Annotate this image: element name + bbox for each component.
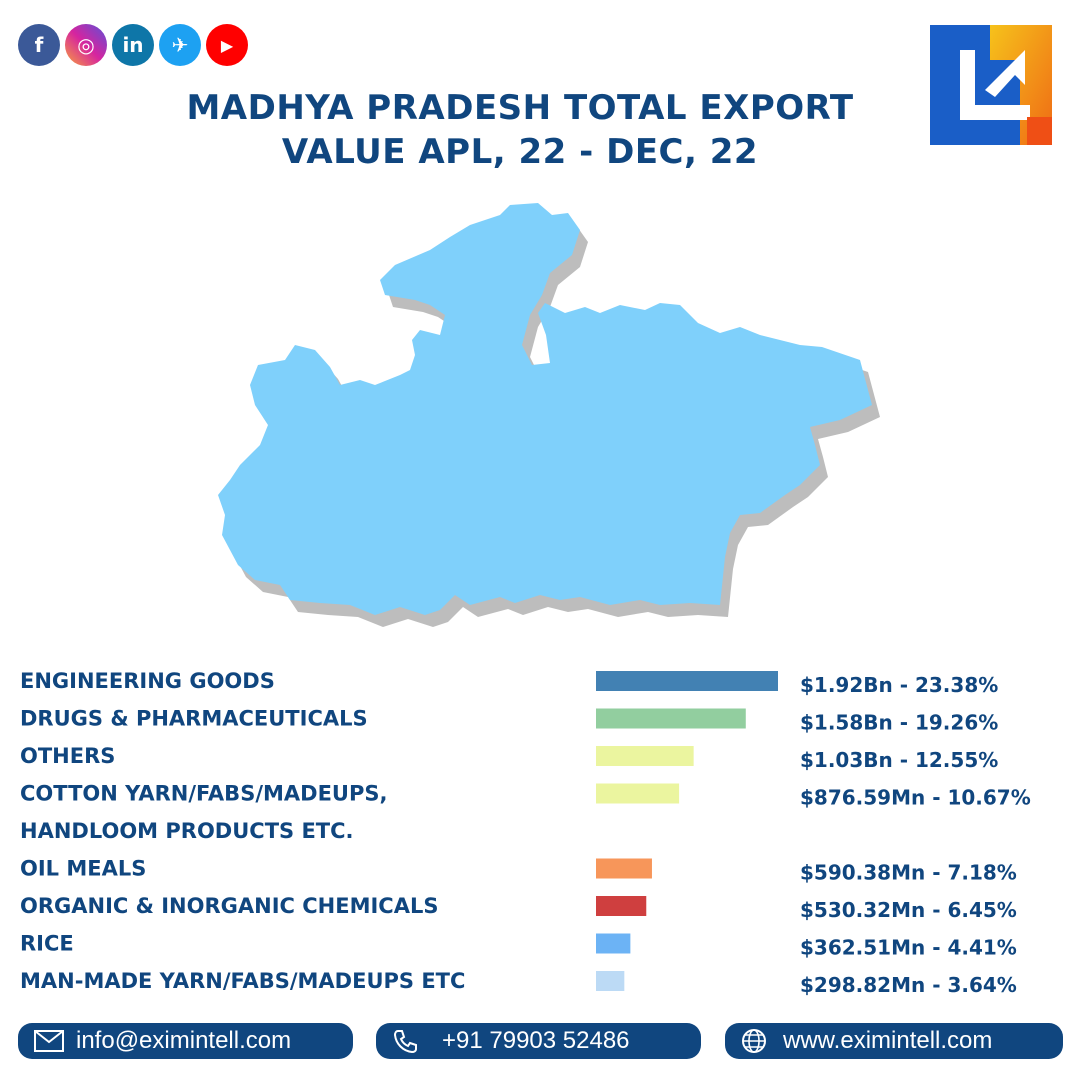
phone-icon <box>392 1030 422 1054</box>
bar <box>596 708 746 729</box>
youtube-icon[interactable]: ▶ <box>206 24 248 66</box>
bar <box>596 971 625 991</box>
bar <box>596 896 647 916</box>
value-label: $876.59Mn - 10.67% <box>800 786 1031 810</box>
category-label: OIL MEALS <box>20 857 146 881</box>
linkedin-icon[interactable]: in <box>112 24 154 66</box>
email-pill[interactable]: info@eximintell.com <box>18 1023 353 1059</box>
value-label: $530.32Mn - 6.45% <box>800 898 1017 922</box>
title-line-2: VALUE APL, 22 - DEC, 22 <box>281 132 759 172</box>
facebook-icon[interactable]: f <box>18 24 60 66</box>
mail-icon <box>34 1030 64 1052</box>
page-title: MADHYA PRADESH TOTAL EXPORT VALUE APL, 2… <box>0 86 1040 174</box>
bar <box>596 858 652 879</box>
category-label: MAN-MADE YARN/FABS/MADEUPS ETC <box>20 969 465 993</box>
bar <box>596 783 680 804</box>
export-bar-chart: ENGINEERING GOODS $1.92Bn - 23.38% DRUGS &… <box>20 669 1031 997</box>
category-label: OTHERS <box>20 744 115 768</box>
eximintell-logo <box>930 25 1052 145</box>
bar <box>596 671 778 691</box>
social-icons: f ◎ in ✈ ▶ <box>18 24 248 66</box>
globe-icon <box>741 1029 771 1053</box>
category-label: DRUGS & PHARMACEUTICALS <box>20 707 368 731</box>
map-shape <box>218 203 872 615</box>
value-label: $1.92Bn - 23.38% <box>800 673 998 697</box>
instagram-icon[interactable]: ◎ <box>65 24 107 66</box>
value-label: $362.51Mn - 4.41% <box>800 936 1017 960</box>
value-label: $1.58Bn - 19.26% <box>800 711 998 735</box>
category-label: COTTON YARN/FABS/MADEUPS, <box>20 782 387 806</box>
twitter-icon[interactable]: ✈ <box>159 24 201 66</box>
value-label: $1.03Bn - 12.55% <box>800 748 998 772</box>
category-label: RICE <box>20 932 74 956</box>
phone-pill[interactable]: +91 79903 52486 <box>376 1023 701 1059</box>
value-label: $590.38Mn - 7.18% <box>800 861 1017 885</box>
value-label: $298.82Mn - 3.64% <box>800 973 1017 997</box>
bar <box>596 746 694 766</box>
category-label: ENGINEERING GOODS <box>20 669 275 693</box>
website-text: www.eximintell.com <box>783 1027 993 1054</box>
category-label: HANDLOOM PRODUCTS ETC. <box>20 819 354 843</box>
phone-text: +91 79903 52486 <box>442 1027 630 1054</box>
bar <box>596 933 631 954</box>
madhya-pradesh-map <box>218 203 880 627</box>
website-pill[interactable]: www.eximintell.com <box>725 1023 1063 1059</box>
email-text: info@eximintell.com <box>76 1027 292 1054</box>
category-label: ORGANIC & INORGANIC CHEMICALS <box>20 894 438 918</box>
title-line-1: MADHYA PRADESH TOTAL EXPORT <box>186 88 854 128</box>
